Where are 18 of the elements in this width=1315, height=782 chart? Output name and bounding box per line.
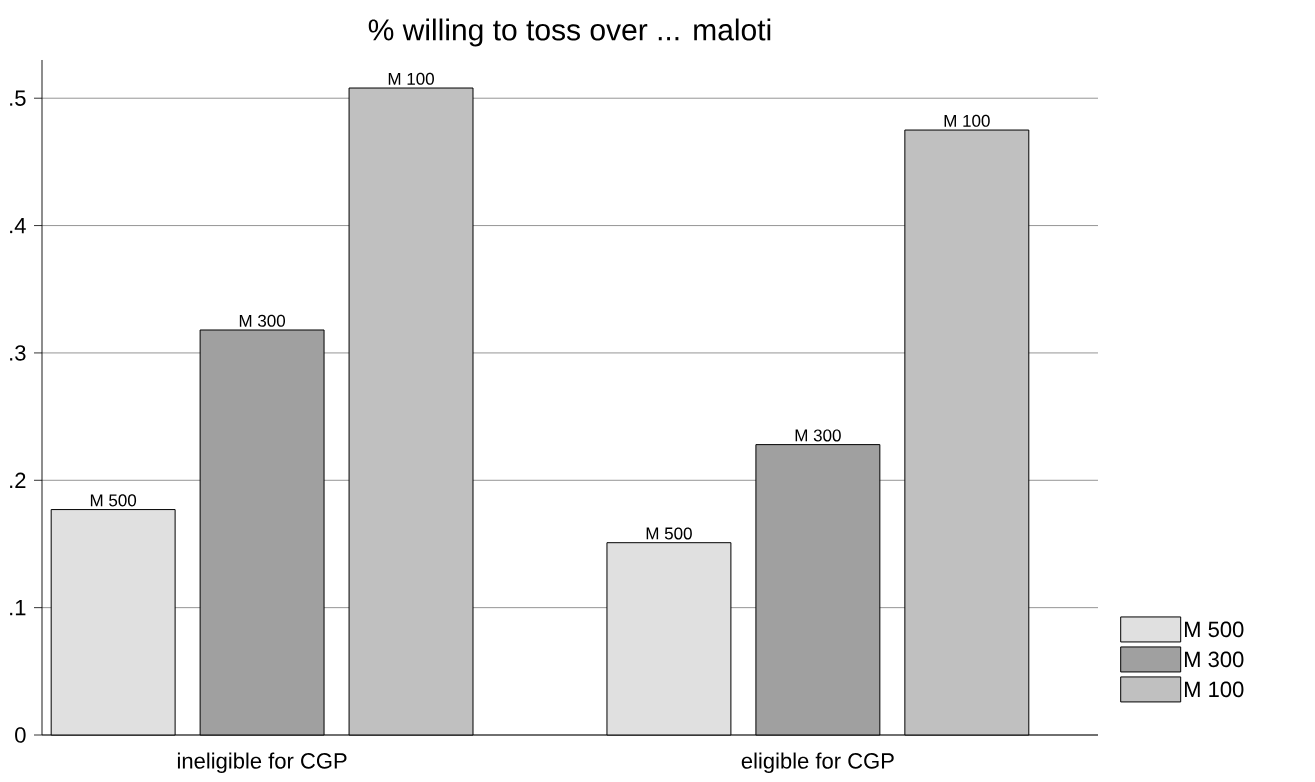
legend-label: M 100 xyxy=(1184,681,1244,698)
data-label: M 100 xyxy=(944,114,990,127)
legend-label: M 500 xyxy=(1184,621,1244,638)
y-tick-label: .4 xyxy=(10,217,26,234)
data-label: M 300 xyxy=(795,429,841,442)
legend-label: M 300 xyxy=(1184,651,1244,668)
x-tick-label: ineligible for CGP xyxy=(177,752,347,774)
x-tick-label: eligible for CGP xyxy=(741,752,894,774)
chart-title: % willing to toss over ... maloti xyxy=(368,18,771,47)
data-label: M 500 xyxy=(90,494,137,507)
y-tick-label: .2 xyxy=(10,472,26,488)
y-tick-label: .1 xyxy=(10,600,26,616)
y-tick-label: .5 xyxy=(10,90,26,106)
y-tick-label: 0 xyxy=(15,727,26,743)
data-label: M 300 xyxy=(239,314,286,327)
y-tick-label: .3 xyxy=(10,345,26,361)
data-label: M 100 xyxy=(388,72,434,85)
data-label: M 500 xyxy=(646,527,692,540)
